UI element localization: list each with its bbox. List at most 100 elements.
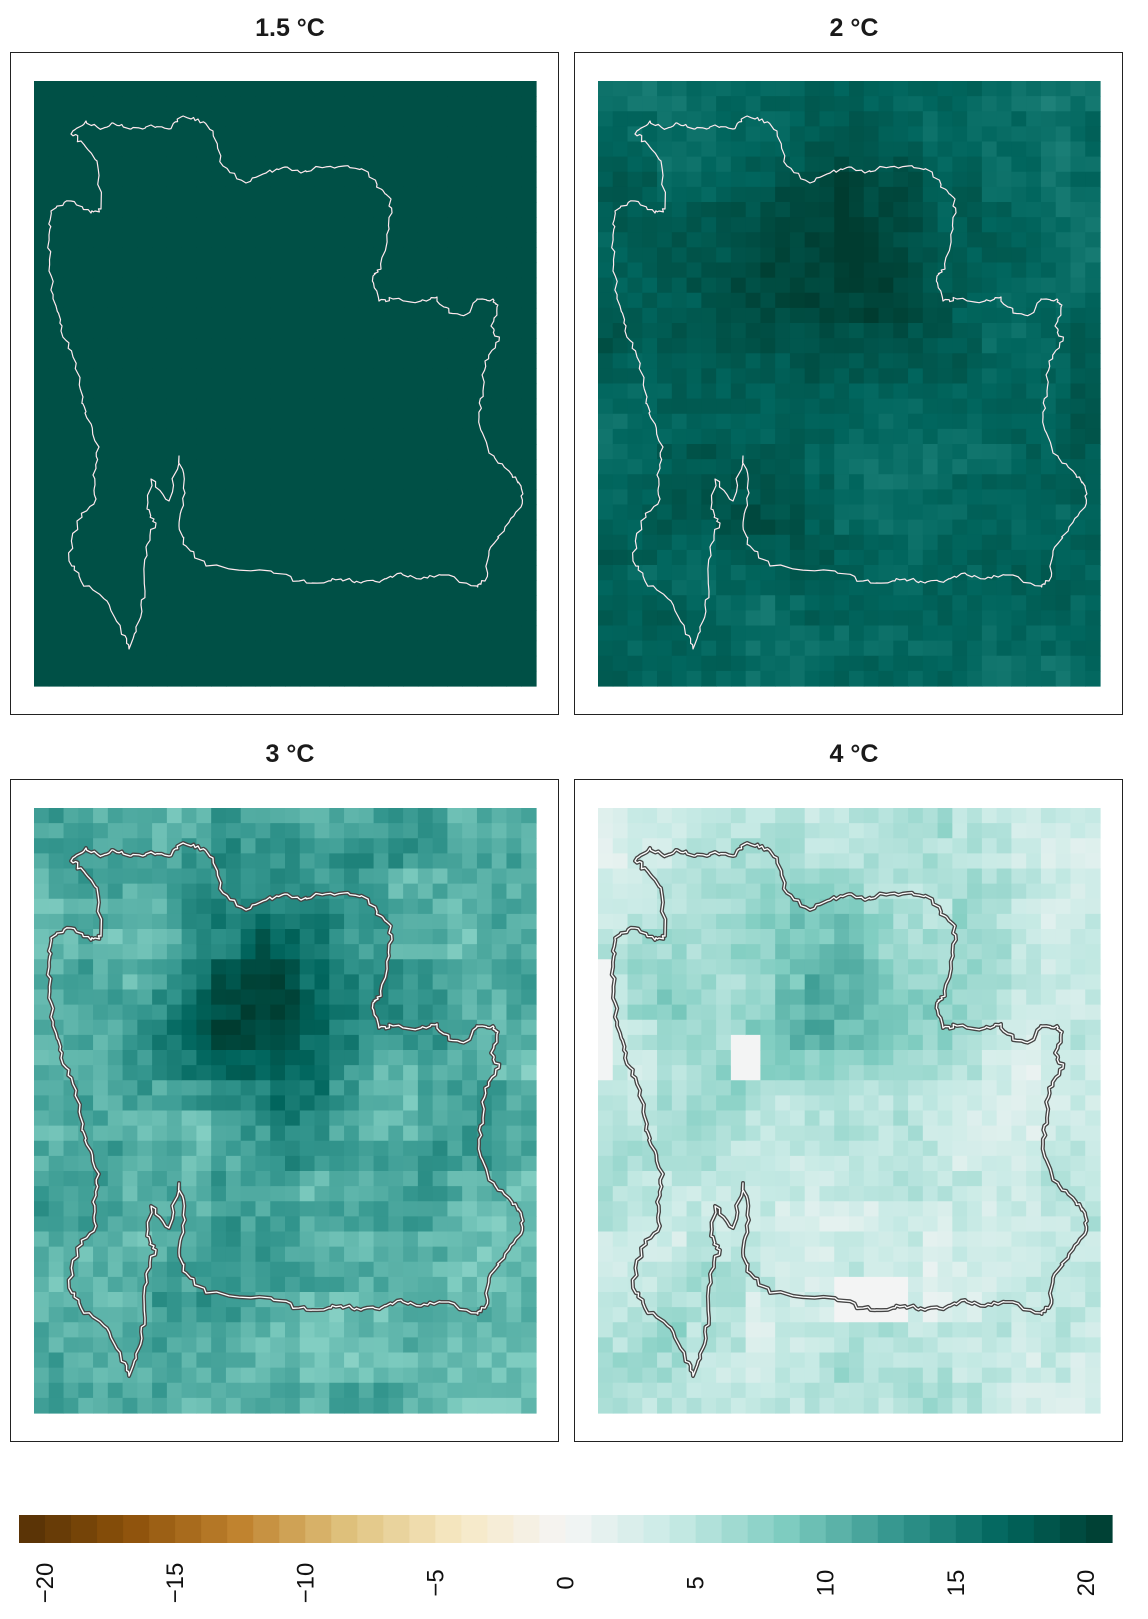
raster-cell [491, 307, 508, 324]
raster-cell [122, 186, 138, 203]
raster-cell [476, 398, 493, 415]
raster-cell [819, 838, 835, 854]
raster-cell [834, 1186, 850, 1202]
raster-cell [849, 489, 865, 506]
raster-cell [730, 1307, 747, 1323]
raster-cell [417, 655, 434, 672]
raster-cell [612, 1322, 629, 1338]
raster-cell [48, 534, 65, 551]
raster-cell [834, 565, 850, 581]
raster-cell [403, 81, 419, 97]
raster-cell [893, 338, 909, 354]
raster-cell [225, 1352, 242, 1369]
raster-cell [849, 398, 865, 415]
raster-cell [849, 610, 865, 627]
raster-cell [598, 292, 614, 309]
raster-cell [48, 323, 65, 339]
raster-cell [314, 1201, 330, 1217]
raster-cell [314, 1065, 330, 1081]
raster-cell [789, 913, 806, 930]
raster-cell [403, 610, 419, 627]
raster-cell [196, 156, 212, 173]
raster-cell [211, 1186, 227, 1202]
raster-cell [642, 96, 658, 112]
raster-cell [196, 1034, 212, 1051]
raster-cell [716, 1110, 732, 1127]
raster-cell [48, 565, 65, 581]
raster-cell [1026, 398, 1042, 415]
raster-cell [122, 459, 138, 475]
raster-cell [211, 989, 227, 1006]
raster-cell [908, 580, 924, 596]
raster-cell [686, 247, 702, 264]
raster-cell [417, 1261, 434, 1278]
raster-cell [506, 595, 522, 611]
raster-cell [878, 565, 894, 581]
raster-cell [1085, 595, 1101, 611]
raster-cell [922, 534, 939, 551]
raster-cell [152, 368, 168, 385]
raster-cell [804, 1216, 821, 1233]
raster-cell [908, 565, 924, 581]
raster-cell [48, 1201, 65, 1217]
raster-cell [598, 610, 614, 627]
raster-cell [878, 247, 894, 264]
raster-cell [225, 929, 242, 945]
raster-cell [358, 232, 375, 248]
raster-cell [627, 1231, 643, 1248]
raster-cell [1055, 126, 1072, 143]
raster-cell [1026, 141, 1042, 158]
raster-cell [107, 625, 124, 642]
raster-cell [78, 534, 94, 551]
raster-cell [996, 474, 1013, 490]
raster-cell [476, 838, 493, 854]
raster-cell [34, 610, 50, 627]
raster-cell [908, 929, 924, 945]
raster-cell [834, 808, 850, 824]
raster-cell [417, 944, 434, 960]
raster-cell [952, 595, 968, 611]
raster-cell [716, 292, 732, 309]
raster-cell [152, 111, 168, 127]
raster-cell [196, 1125, 212, 1142]
raster-cell [255, 823, 271, 839]
raster-cell [270, 232, 286, 248]
raster-cell [432, 202, 449, 218]
raster-cell [432, 323, 449, 339]
raster-cell [211, 489, 227, 506]
raster-cell [181, 1186, 198, 1202]
raster-cell [63, 1171, 79, 1187]
raster-cell [716, 111, 732, 127]
raster-cell [893, 126, 909, 143]
raster-cell [225, 81, 242, 97]
raster-cell [878, 1201, 894, 1217]
raster-cell [196, 1065, 212, 1081]
raster-cell [521, 217, 537, 233]
region-outline [47, 115, 524, 650]
raster-cell [834, 1004, 850, 1021]
raster-cell [329, 338, 345, 354]
raster-cell [1011, 519, 1027, 536]
raster-cell [270, 1307, 286, 1323]
raster-cell [701, 565, 717, 581]
raster-cell [819, 610, 835, 627]
raster-cell [967, 111, 983, 127]
raster-cell [716, 853, 732, 870]
raster-cell [819, 338, 835, 354]
raster-cell [922, 989, 939, 1006]
raster-cell [491, 81, 508, 97]
raster-cell [78, 292, 94, 309]
raster-cell [627, 1186, 643, 1202]
raster-cell [476, 1337, 493, 1354]
raster-cell [432, 868, 449, 885]
raster-cell [432, 1307, 449, 1323]
raster-cell [417, 126, 434, 143]
raster-cell [137, 1397, 153, 1414]
raster-cell [834, 1155, 850, 1172]
raster-cell [240, 883, 257, 900]
raster-cell [344, 171, 360, 188]
raster-cell [34, 670, 50, 687]
raster-cell [152, 1322, 168, 1338]
raster-cell [358, 974, 375, 991]
raster-cell [358, 959, 375, 975]
